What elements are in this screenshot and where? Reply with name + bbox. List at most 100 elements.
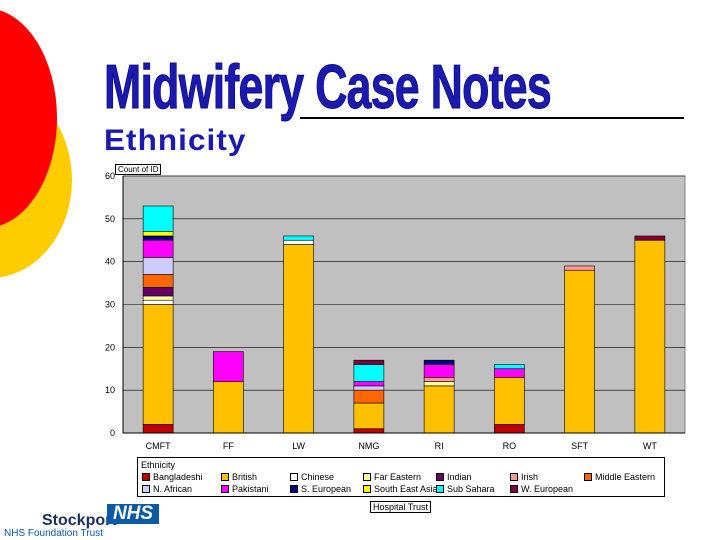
bar-segment	[423, 385, 455, 434]
legend-label: Irish	[521, 472, 539, 482]
legend-item: British	[221, 472, 257, 482]
bar-segment	[283, 239, 314, 245]
bar-segment	[634, 239, 666, 434]
bar-segment	[494, 364, 525, 370]
legend-swatch	[436, 473, 444, 481]
legend-label: S. European	[301, 484, 352, 494]
x-tick-label: NMG	[358, 441, 379, 451]
bar-segment	[564, 265, 595, 271]
legend-swatch	[510, 485, 518, 493]
bar-segment	[142, 257, 174, 275]
legend-item: N. African	[142, 484, 192, 494]
page-field-button[interactable]: Hospital Trust	[370, 501, 432, 513]
trust-name: NHS Foundation Trust	[4, 528, 103, 539]
bar-segment	[283, 235, 314, 241]
bar-segment	[494, 368, 525, 378]
legend-swatch	[221, 485, 229, 493]
x-tick-label: CMFT	[146, 441, 171, 451]
legend-swatch	[436, 485, 444, 493]
bar-segment	[142, 295, 174, 301]
legend-label: Indian	[447, 472, 472, 482]
legend-title: Ethnicity	[141, 460, 176, 470]
legend-item: Irish	[510, 472, 538, 482]
bar-segment	[353, 381, 385, 387]
bar-segment	[142, 205, 174, 232]
x-tick-label: WT	[643, 441, 657, 451]
legend-swatch	[363, 473, 371, 481]
chart-legend: Ethnicity Bangladeshi British Chinese Far E…	[137, 457, 665, 497]
y-tick-label: 10	[105, 385, 115, 395]
bar-segment	[353, 359, 385, 365]
legend-label: Chinese	[301, 472, 335, 482]
bar-segment	[494, 424, 525, 434]
legend-label: Bangladeshi	[153, 472, 203, 482]
y-tick-label: 30	[105, 300, 115, 310]
legend-label: British	[232, 472, 258, 482]
legend-swatch	[142, 473, 150, 481]
legend-swatch	[290, 473, 298, 481]
bar-segment	[142, 304, 174, 425]
title-underline	[300, 117, 684, 119]
y-tick-label: 40	[105, 257, 115, 267]
legend-item: Middle Eastern	[584, 472, 655, 482]
legend-label: South East Asian	[374, 484, 443, 494]
bar-segment	[213, 351, 244, 382]
bar-segment	[142, 424, 174, 434]
bar-segment	[494, 377, 525, 425]
legend-item: Bangladeshi	[142, 472, 203, 482]
legend-label: Pakistani	[232, 484, 269, 494]
legend-swatch	[510, 473, 518, 481]
bar-segment	[634, 235, 666, 241]
data-field-button[interactable]: Count of ID	[115, 164, 162, 175]
bar-segment	[142, 299, 174, 305]
legend-item: Indian	[436, 472, 472, 482]
bar-segment	[353, 364, 385, 382]
legend-swatch	[290, 485, 298, 493]
legend-label: Sub Sahara	[447, 484, 495, 494]
bar-segment	[142, 231, 174, 237]
legend-item: Far Eastern	[363, 472, 421, 482]
decorative-circles	[0, 10, 72, 278]
legend-item: Sub Sahara	[436, 484, 495, 494]
legend-item: S. European	[290, 484, 351, 494]
bar-segment	[142, 235, 174, 241]
legend-label: Far Eastern	[374, 472, 422, 482]
bar-segment	[353, 428, 385, 434]
bar-segment	[423, 364, 455, 378]
legend-label: Middle Eastern	[595, 472, 656, 482]
legend-item: W. European	[510, 484, 573, 494]
page-title: Midwifery Case Notes	[104, 53, 552, 123]
legend-swatch	[221, 473, 229, 481]
bar-segment	[283, 244, 314, 434]
x-tick-label: RI	[435, 441, 444, 451]
stacked-bar-chart: 0 10 20 30 40 50 60 CMFT FF LW NMG RI RO SFT WT	[105, 171, 686, 451]
bar-segment	[142, 239, 174, 258]
y-tick-label: 20	[105, 342, 115, 352]
bar-segment	[353, 385, 385, 391]
bar-segment	[353, 389, 385, 404]
bar-segment	[142, 287, 174, 297]
nhs-logo: NHS	[107, 504, 159, 524]
legend-swatch	[142, 485, 150, 493]
bar-segment	[353, 402, 385, 430]
bar-segment	[423, 377, 455, 382]
legend-item: Chinese	[290, 472, 334, 482]
bar-segment	[423, 359, 455, 365]
deco-red-circle	[0, 10, 57, 226]
y-tick-label: 50	[105, 214, 115, 224]
page-subtitle: Ethnicity	[104, 124, 247, 157]
legend-item: Pakistani	[221, 484, 269, 494]
y-tick-label: 0	[110, 428, 115, 438]
org-name: Stockport	[42, 512, 117, 529]
legend-swatch	[363, 485, 371, 493]
bar-segment	[213, 381, 244, 434]
y-tick-label: 60	[105, 171, 115, 181]
x-tick-label: SFT	[571, 441, 589, 451]
bar-segment	[142, 274, 174, 288]
legend-item: South East Asian	[363, 484, 443, 494]
legend-label: N. African	[153, 484, 193, 494]
bar-segment	[423, 381, 455, 387]
bar-segment	[564, 269, 595, 434]
x-tick-label: LW	[292, 441, 305, 451]
x-tick-label: FF	[223, 441, 234, 451]
